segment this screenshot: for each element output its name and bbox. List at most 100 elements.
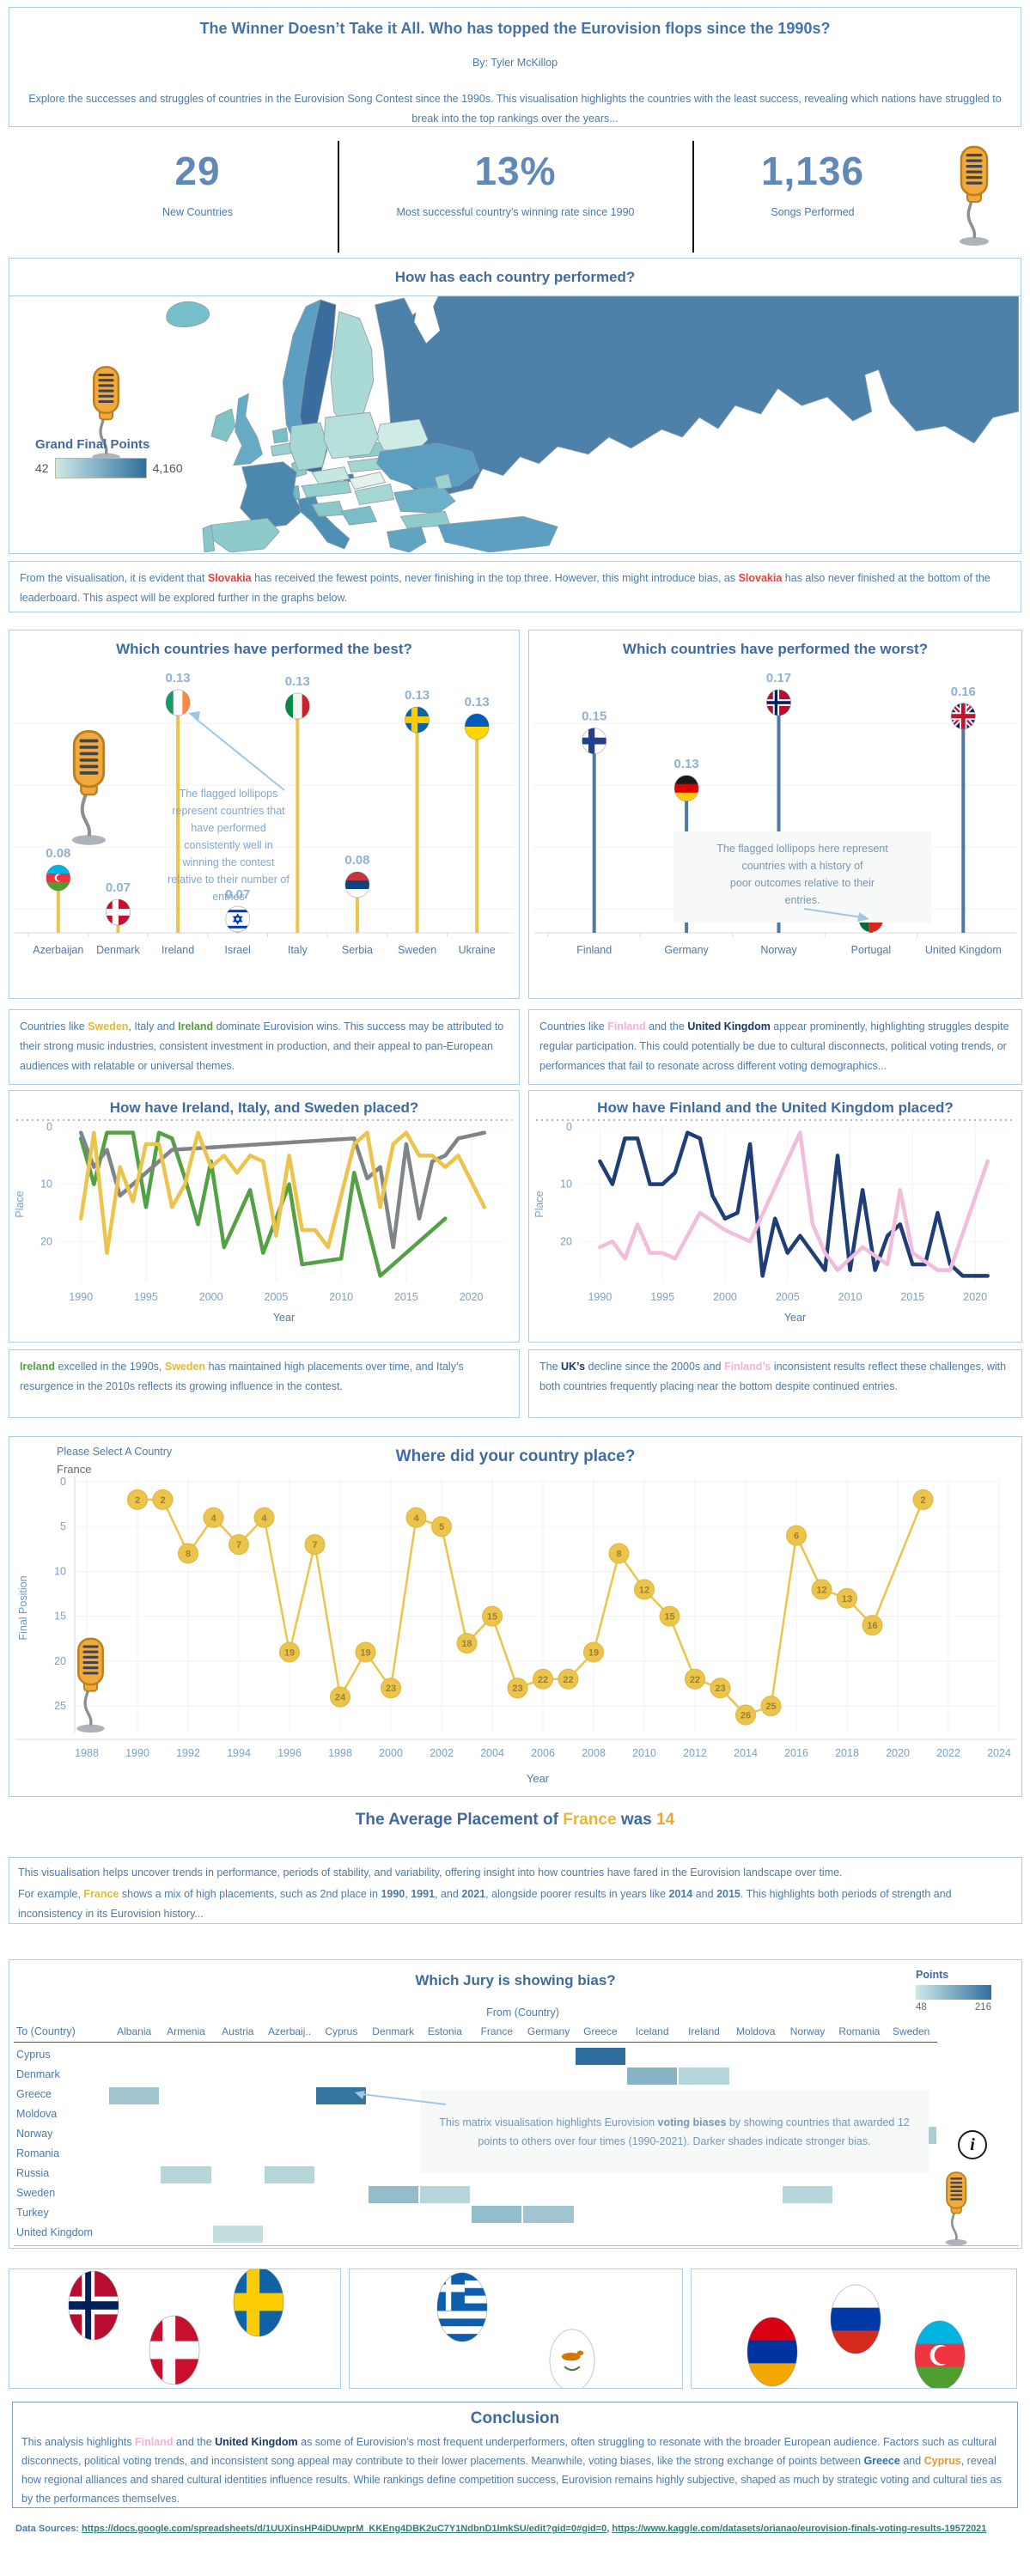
heatmap-cell[interactable] bbox=[419, 2185, 471, 2203]
data-point-1996[interactable]: 19 bbox=[279, 1641, 300, 1663]
data-point-1992[interactable]: 8 bbox=[178, 1543, 198, 1564]
series-line-italy[interactable] bbox=[78, 1130, 487, 1250]
finland-uk-line-chart[interactable]: 1990 1995 2000 2005 2010 2015 2020 0 10 20 Year Pla… bbox=[529, 1117, 1021, 1333]
data-point-2009[interactable]: 8 bbox=[608, 1543, 630, 1564]
heatmap-cell[interactable] bbox=[627, 2067, 678, 2085]
data-point-2007[interactable]: 22 bbox=[558, 1668, 579, 1690]
country-place-line-chart[interactable]: 1988 1990 1992 1994 1996 1998 2000 2002 2004 2006… bbox=[9, 1466, 1021, 1791]
microphone-icon bbox=[75, 1637, 107, 1734]
heatmap-cell[interactable] bbox=[368, 2185, 418, 2203]
data-point-1995[interactable]: 4 bbox=[253, 1507, 275, 1528]
data-point-2005[interactable]: 23 bbox=[507, 1678, 528, 1699]
data-point-1991[interactable]: 2 bbox=[152, 1489, 174, 1510]
country-shape-france[interactable] bbox=[240, 461, 302, 529]
lollipop-denmark[interactable]: 0.07 bbox=[104, 880, 131, 933]
data-point-1997[interactable]: 7 bbox=[304, 1534, 326, 1556]
heatmap-cell[interactable] bbox=[161, 2165, 211, 2183]
best-lollipop-chart[interactable]: 0.08 Azerbaijan 0.07 Denmark 0.13 Ireland 0.07… bbox=[9, 661, 519, 995]
lollipop-ukraine[interactable]: 0.13 bbox=[463, 695, 491, 933]
series-line-ireland[interactable] bbox=[78, 1130, 448, 1278]
bias-annotation-text: This matrix visualisation highlights Eur… bbox=[439, 2116, 910, 2148]
data-point-2008[interactable]: 19 bbox=[583, 1641, 604, 1663]
data-point-1994[interactable]: 7 bbox=[229, 1534, 249, 1556]
country-shape-iceland[interactable] bbox=[166, 301, 210, 328]
heatmap-cell[interactable] bbox=[109, 2086, 160, 2104]
data-point-1990[interactable]: 2 bbox=[127, 1489, 148, 1510]
data-point-2010[interactable]: 12 bbox=[634, 1579, 655, 1600]
country-shape-turkey[interactable] bbox=[437, 515, 558, 553]
country-shape-moldova[interactable] bbox=[434, 473, 453, 490]
data-point-2017[interactable]: 12 bbox=[811, 1579, 832, 1600]
lollipop-italy[interactable]: 0.13 bbox=[283, 674, 312, 933]
data-point-2012[interactable]: 22 bbox=[685, 1668, 705, 1690]
data-point-2001[interactable]: 4 bbox=[405, 1507, 427, 1528]
bias-annotation: This matrix visualisation highlights Eur… bbox=[420, 2091, 929, 2173]
data-point-2002[interactable]: 5 bbox=[431, 1516, 452, 1538]
heatmap-cell[interactable] bbox=[212, 2225, 263, 2243]
country-shape-hungary[interactable] bbox=[354, 484, 394, 505]
fuk-chart-title: How have Finland and the United Kingdom … bbox=[597, 1099, 954, 1116]
worst-lollipop-chart[interactable]: 0.15Finland0.13Germany0.17Norway0.07Port… bbox=[529, 661, 1021, 995]
lollipop-israel[interactable]: 0.07 bbox=[224, 887, 252, 934]
map-title-bar: How has each country performed? bbox=[9, 259, 1021, 296]
heatmap-cell[interactable] bbox=[679, 2067, 729, 2085]
ireland-italy-sweden-line-chart[interactable]: 1990 1995 2000 2005 2010 2015 2020 0 10 20 Year Pla… bbox=[9, 1117, 519, 1333]
svg-text:2018: 2018 bbox=[835, 1747, 859, 1759]
data-point-2018[interactable]: 13 bbox=[837, 1587, 857, 1609]
heatmap-cell[interactable] bbox=[264, 2165, 315, 2183]
country-shape-greece[interactable] bbox=[387, 526, 427, 553]
sweden-flag-icon bbox=[405, 706, 430, 734]
data-point-2004[interactable]: 15 bbox=[482, 1605, 503, 1627]
country-selector-value[interactable]: France bbox=[57, 1463, 92, 1476]
data-point-2000[interactable]: 23 bbox=[381, 1678, 401, 1699]
heatmap-cell[interactable] bbox=[782, 2185, 833, 2203]
lollipop-sweden[interactable]: 0.13 bbox=[404, 688, 431, 933]
country-shape-germany[interactable] bbox=[289, 422, 328, 472]
data-point-2016[interactable]: 6 bbox=[786, 1525, 807, 1546]
data-point-1999[interactable]: 19 bbox=[355, 1641, 376, 1663]
data-point-2011[interactable]: 15 bbox=[659, 1605, 680, 1627]
lollipop-azerbaijan[interactable]: 0.08 bbox=[45, 846, 72, 933]
heatmap-cell[interactable] bbox=[575, 2047, 625, 2065]
svg-text:15: 15 bbox=[487, 1612, 497, 1623]
country-shape-ukraine[interactable] bbox=[376, 442, 480, 490]
data-point-2021[interactable]: 2 bbox=[912, 1489, 934, 1510]
heatmap-cell[interactable] bbox=[523, 2205, 574, 2223]
source-link-kaggle[interactable]: https://www.kaggle.com/datasets/orianao/… bbox=[612, 2524, 987, 2534]
lollipop-ireland[interactable]: 0.13 bbox=[164, 671, 192, 933]
flag-group bbox=[68, 2269, 284, 2385]
data-point-1993[interactable]: 4 bbox=[203, 1507, 224, 1528]
country-shape-ireland[interactable] bbox=[210, 408, 236, 442]
country-shape-finland[interactable] bbox=[330, 311, 375, 427]
country-shape-austria[interactable] bbox=[301, 480, 352, 498]
lollipop-finland[interactable]: 0.15 bbox=[581, 709, 608, 933]
data-point-2003[interactable]: 18 bbox=[456, 1633, 478, 1653]
country-selector[interactable]: Please Select A Country France bbox=[57, 1446, 172, 1476]
data-point-2014[interactable]: 26 bbox=[735, 1704, 756, 1726]
series-line-finland[interactable] bbox=[598, 1130, 990, 1272]
series-line-sweden[interactable] bbox=[78, 1130, 487, 1255]
heatmap-cell[interactable] bbox=[316, 2086, 367, 2104]
country-shape-slovakia[interactable] bbox=[349, 472, 387, 490]
europe-choropleth-map[interactable] bbox=[9, 295, 1021, 553]
country-shape-belgium[interactable] bbox=[270, 442, 292, 457]
heatmap-cell[interactable] bbox=[472, 2205, 522, 2223]
country-shape-spain[interactable] bbox=[210, 517, 280, 553]
series-line-united-kingdom[interactable] bbox=[598, 1130, 990, 1278]
data-point-2013[interactable]: 23 bbox=[710, 1678, 731, 1699]
country-shape-romania[interactable] bbox=[393, 485, 456, 514]
country-shape-netherlands[interactable] bbox=[271, 427, 289, 444]
country-shape-poland[interactable] bbox=[323, 411, 379, 460]
country-shape-portugal[interactable] bbox=[202, 524, 216, 553]
data-point-2006[interactable]: 22 bbox=[533, 1668, 553, 1690]
source-link-spreadsheet[interactable]: https://docs.google.com/spreadsheets/d/1… bbox=[82, 2524, 610, 2534]
svg-text:Azerbaijan: Azerbaijan bbox=[33, 944, 83, 956]
data-point-2019[interactable]: 16 bbox=[862, 1615, 883, 1636]
lollipop-united-kingdom[interactable]: 0.16 bbox=[949, 685, 977, 933]
info-icon[interactable]: i bbox=[958, 2130, 987, 2159]
country-shape-serbia[interactable] bbox=[340, 505, 378, 526]
data-point-2015[interactable]: 25 bbox=[760, 1696, 782, 1717]
lollipop-serbia[interactable]: 0.08 bbox=[344, 853, 371, 933]
country-shape-uk[interactable] bbox=[233, 393, 263, 466]
data-point-1998[interactable]: 24 bbox=[330, 1686, 350, 1708]
